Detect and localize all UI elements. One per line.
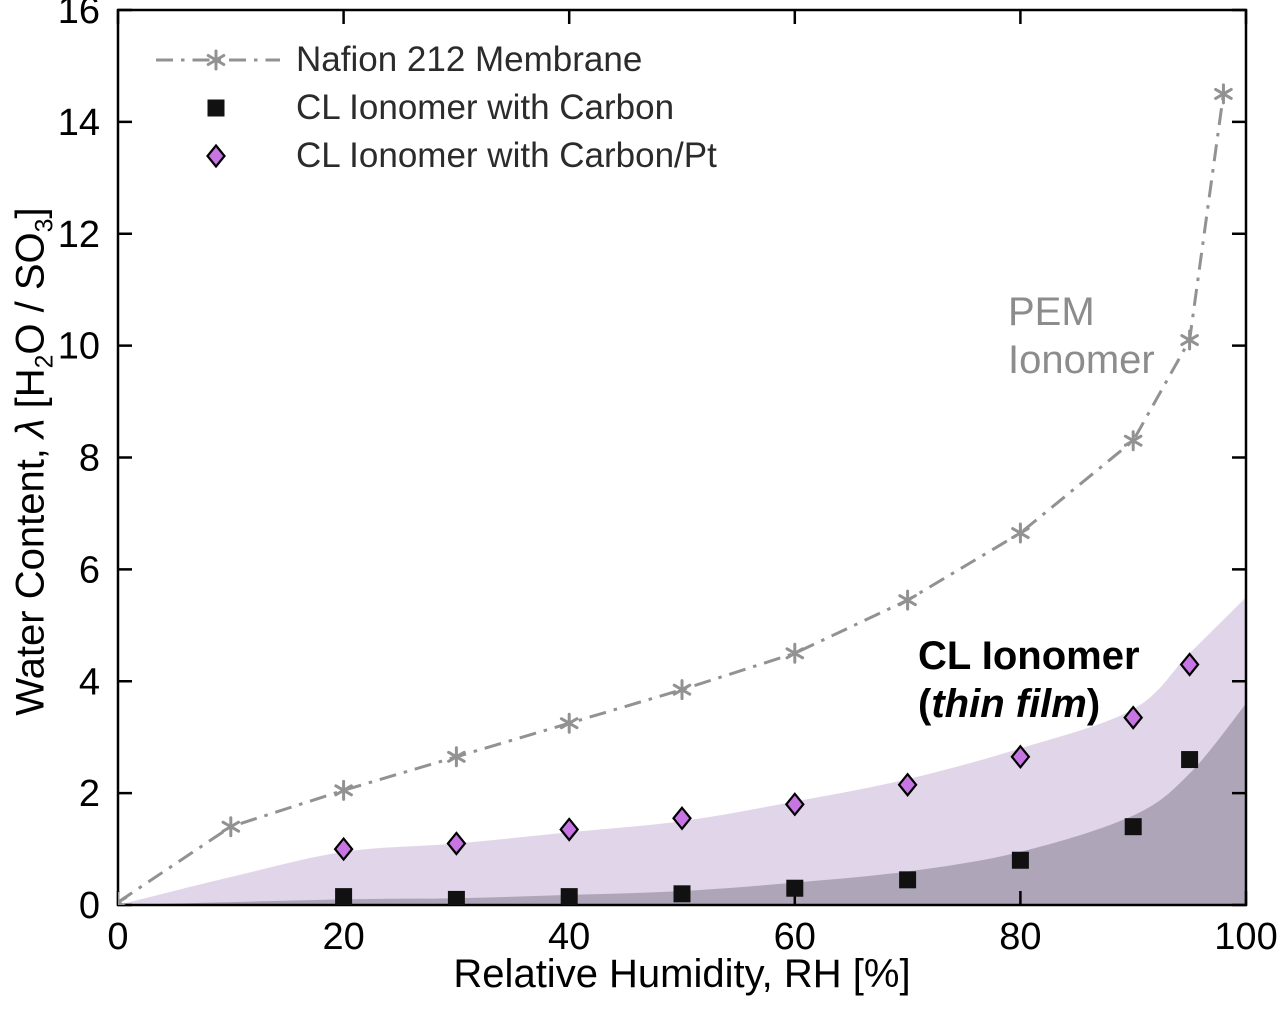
axis-ticks: 0 20 40 60 80 100 0 2 4 6 8 10 12 14 16 bbox=[58, 0, 1278, 958]
annotation-pem-line2: Ionomer bbox=[1008, 338, 1155, 382]
y-tick-label: 0 bbox=[79, 885, 100, 927]
x-tick-label: 0 bbox=[107, 916, 128, 958]
h2o-subscript: 2 bbox=[31, 354, 59, 369]
x-tick-label: 80 bbox=[999, 916, 1041, 958]
x-tick-label: 40 bbox=[548, 916, 590, 958]
y-tick-label: 2 bbox=[79, 773, 100, 815]
legend-item-cl-ionomer-carbon: CL Ionomer with Carbon bbox=[152, 84, 717, 132]
band-cl-ionomer-thin-film-region bbox=[118, 597, 1246, 905]
y-tick-label: 4 bbox=[79, 661, 100, 703]
legend-label-nafion: Nafion 212 Membrane bbox=[296, 40, 643, 79]
y-tick-label: 6 bbox=[79, 549, 100, 591]
x-tick-label: 60 bbox=[774, 916, 816, 958]
square-marker-icon bbox=[207, 99, 225, 117]
y-tick-label: 16 bbox=[58, 0, 100, 32]
band-carbon-ionomer-region bbox=[118, 703, 1246, 905]
series-cl-ionomer-with-carbon bbox=[335, 751, 1199, 905]
annotation-cl-ionomer-thin-film: CL Ionomer (thin film) bbox=[918, 632, 1140, 728]
legend-item-cl-ionomer-carbon-pt: CL Ionomer with Carbon/Pt bbox=[152, 132, 717, 180]
x-tick-label: 20 bbox=[322, 916, 364, 958]
y-tick-label: 10 bbox=[58, 326, 100, 368]
lambda-symbol: λ bbox=[8, 418, 53, 439]
legend-label-cl-carbon-pt: CL Ionomer with Carbon/Pt bbox=[296, 136, 717, 175]
y-axis-unit-mid: O / SO bbox=[8, 232, 53, 355]
y-axis-unit-close: ] bbox=[8, 207, 53, 219]
annotation-cl-line2: (thin film) bbox=[918, 682, 1101, 726]
annotation-pem-ionomer: PEM Ionomer bbox=[1008, 288, 1155, 384]
series-cl-ionomer-with-carbon-pt bbox=[333, 652, 1200, 862]
legend-label-cl-carbon: CL Ionomer with Carbon bbox=[296, 88, 675, 127]
shaded-regions bbox=[118, 597, 1246, 905]
annotation-pem-line1: PEM bbox=[1008, 290, 1095, 334]
series-nafion-212-membrane bbox=[118, 83, 1233, 905]
legend: Nafion 212 Membrane CL Ionomer with Carb… bbox=[152, 36, 717, 180]
dashdot-asterisk-marker-icon bbox=[156, 49, 280, 71]
legend-item-nafion-212-membrane: Nafion 212 Membrane bbox=[152, 36, 717, 84]
x-tick-label: 100 bbox=[1214, 916, 1277, 958]
x-axis-title: Relative Humidity, RH [%] bbox=[453, 952, 911, 996]
annotation-cl-line1: CL Ionomer bbox=[918, 634, 1140, 678]
y-axis-title: Water Content, λ [H2O / SO3] bbox=[9, 162, 60, 762]
y-tick-label: 12 bbox=[58, 214, 100, 256]
diamond-marker-icon bbox=[206, 143, 226, 169]
so3-subscript: 3 bbox=[31, 218, 59, 233]
y-axis-title-text: Water Content, bbox=[8, 448, 53, 716]
y-axis-unit-open: [H bbox=[8, 368, 53, 409]
y-tick-label: 8 bbox=[79, 438, 100, 480]
y-tick-label: 14 bbox=[58, 102, 100, 144]
